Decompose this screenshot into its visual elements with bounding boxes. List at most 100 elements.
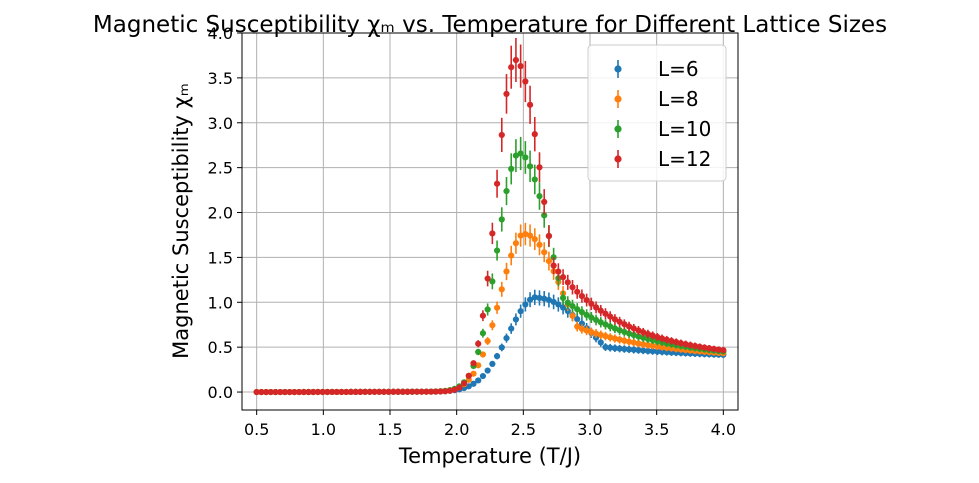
data-point xyxy=(338,388,345,396)
data-point xyxy=(371,388,378,395)
data-point xyxy=(470,370,477,377)
data-point xyxy=(640,347,647,354)
data-point xyxy=(630,325,637,332)
data-point xyxy=(427,388,435,395)
data-point xyxy=(578,325,586,333)
legend: L=6 L=8 L=10 L=12 xyxy=(587,44,727,182)
series-3 xyxy=(253,38,727,396)
data-point xyxy=(663,349,670,356)
data-point xyxy=(569,284,576,291)
data-point xyxy=(625,338,633,345)
legend-label: L=6 xyxy=(658,57,699,81)
data-point xyxy=(710,345,718,353)
data-point xyxy=(559,294,567,301)
data-point xyxy=(489,322,496,329)
data-point xyxy=(503,335,510,342)
legend-label: L=12 xyxy=(658,147,711,171)
data-point xyxy=(479,330,487,337)
data-point xyxy=(616,327,623,334)
data-point xyxy=(484,306,491,313)
data-point xyxy=(550,298,557,306)
data-point xyxy=(550,262,557,269)
data-point xyxy=(644,330,652,338)
data-point xyxy=(654,343,661,350)
data-point xyxy=(649,337,656,344)
data-point xyxy=(281,388,289,396)
data-point xyxy=(621,321,628,328)
data-point xyxy=(597,331,604,338)
data-point xyxy=(517,63,524,70)
data-point xyxy=(390,388,397,395)
data-point xyxy=(385,388,392,395)
x-tick-label: 4.0 xyxy=(711,420,736,439)
data-point xyxy=(498,131,505,139)
data-point xyxy=(597,319,604,326)
data-point xyxy=(625,330,633,337)
data-point xyxy=(630,331,637,339)
ticks-layer: 0.5 1.0 1.5 2.0 2.5 3.0 3.5 4.0 0.0 0.5 1.0 1.5 2.0 2… xyxy=(208,24,737,439)
data-point xyxy=(611,316,619,323)
data-point xyxy=(588,300,595,307)
x-tick-label: 2.0 xyxy=(444,420,469,439)
data-point xyxy=(522,301,529,308)
data-point xyxy=(498,286,505,293)
data-point xyxy=(503,187,510,195)
data-point xyxy=(484,367,491,374)
data-point xyxy=(376,388,383,395)
data-point xyxy=(522,230,529,238)
data-point xyxy=(574,323,581,330)
data-point xyxy=(635,327,642,334)
data-point xyxy=(522,78,529,85)
data-point xyxy=(696,343,703,350)
data-point xyxy=(559,304,567,311)
data-point xyxy=(668,337,675,345)
data-point xyxy=(503,90,510,97)
data-point xyxy=(343,388,350,396)
y-tick-label: 2.5 xyxy=(208,159,233,178)
x-tick-label: 2.5 xyxy=(511,420,536,439)
data-point xyxy=(418,388,425,395)
data-point xyxy=(357,388,364,395)
data-point xyxy=(597,339,604,346)
data-point xyxy=(592,316,600,324)
data-point xyxy=(442,388,449,395)
data-point xyxy=(611,325,619,332)
data-point xyxy=(479,372,487,380)
y-tick-label: 3.0 xyxy=(208,114,233,133)
data-point xyxy=(616,345,623,352)
data-point xyxy=(451,386,458,393)
data-point xyxy=(305,388,312,396)
data-point xyxy=(569,302,576,310)
data-point xyxy=(512,152,520,159)
data-point xyxy=(555,301,562,308)
data-point xyxy=(328,388,336,396)
data-point xyxy=(536,294,543,302)
data-point xyxy=(677,340,685,347)
data-point xyxy=(607,334,614,341)
data-point xyxy=(484,337,491,345)
x-tick-label: 1.0 xyxy=(311,420,336,439)
data-point xyxy=(621,328,628,336)
y-tick-label: 3.5 xyxy=(208,69,233,88)
legend-marker xyxy=(614,65,622,73)
data-point xyxy=(536,164,543,171)
data-point xyxy=(512,316,520,323)
data-point xyxy=(663,336,670,343)
data-point xyxy=(258,388,265,396)
data-point xyxy=(602,321,609,328)
data-point xyxy=(706,345,713,352)
legend-marker xyxy=(614,95,622,103)
data-point xyxy=(640,334,647,341)
data-point xyxy=(286,388,293,396)
data-point xyxy=(531,176,538,183)
legend-label: L=8 xyxy=(658,87,699,111)
data-point xyxy=(583,327,590,334)
data-point xyxy=(607,313,614,320)
data-layer xyxy=(253,38,727,396)
y-tick-label: 0.0 xyxy=(208,383,233,402)
data-point xyxy=(493,180,501,187)
data-point xyxy=(574,288,581,295)
legend-marker xyxy=(614,125,622,133)
data-point xyxy=(517,232,524,239)
data-point xyxy=(300,388,307,396)
